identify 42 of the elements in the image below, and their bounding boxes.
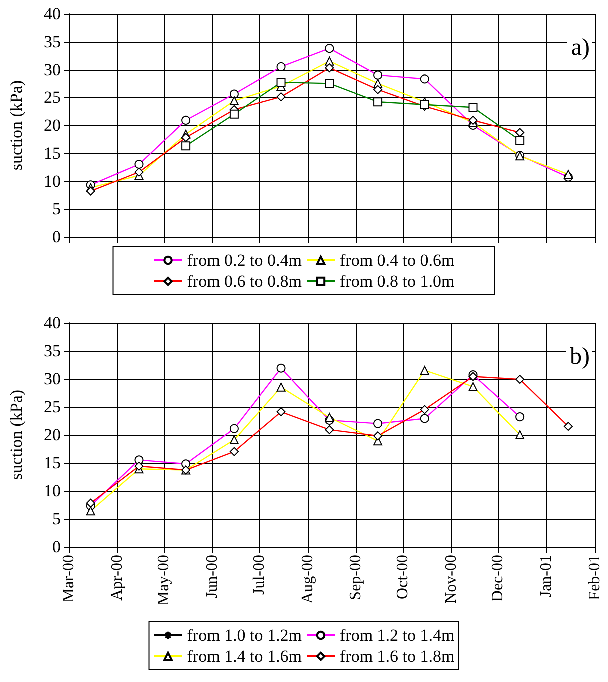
- x-tick-label: Jan-01: [538, 555, 556, 598]
- y-axis-title: suction (kPa): [7, 390, 26, 480]
- y-tick-label: 5: [52, 200, 61, 219]
- legend-label: from 0.2 to 0.4m: [187, 251, 302, 270]
- legend-label: from 0.8 to 1.0m: [340, 272, 455, 291]
- y-tick-label: 40: [44, 314, 61, 332]
- x-tick-label: Aug-00: [299, 555, 316, 604]
- legend-label: from 1.6 to 1.8m: [340, 647, 455, 666]
- y-tick-label: 15: [44, 144, 61, 163]
- x-tick-label: Sep-00: [348, 555, 365, 600]
- y-tick-label: 35: [44, 342, 61, 360]
- legend-label: from 1.4 to 1.6m: [187, 647, 302, 666]
- legend-label: from 0.4 to 0.6m: [340, 251, 455, 270]
- x-tick-label: Nov-00: [442, 555, 460, 604]
- legend-label: from 1.0 to 1.2m: [187, 626, 302, 645]
- y-tick-label: 10: [44, 482, 61, 500]
- y-tick-label: 20: [44, 426, 61, 444]
- y-tick-label: 15: [44, 454, 61, 472]
- y-tick-label: 0: [52, 538, 61, 556]
- x-tick-label: May-00: [156, 555, 173, 606]
- legend-label: from 0.6 to 0.8m: [187, 272, 302, 291]
- legend-label: from 1.2 to 1.4m: [340, 626, 455, 645]
- y-tick-label: 30: [44, 370, 61, 388]
- x-tick-label: Mar-00: [60, 555, 78, 603]
- x-tick-label: Feb-01: [586, 555, 604, 600]
- x-tick-label: Apr-00: [108, 555, 126, 601]
- y-tick-label: 0: [52, 228, 61, 246]
- y-tick-label: 20: [44, 116, 61, 135]
- y-tick-label: 25: [44, 398, 61, 416]
- y-tick-label: 30: [44, 60, 61, 80]
- annotation: a): [571, 35, 590, 61]
- y-tick-label: 25: [44, 88, 61, 108]
- annotation: b): [570, 344, 590, 370]
- y-tick-label: 40: [44, 4, 61, 24]
- y-axis-title: suction (kPa): [7, 80, 26, 171]
- y-tick-label: 10: [44, 172, 61, 191]
- x-tick-label: Jun-00: [204, 555, 222, 599]
- y-tick-label: 5: [52, 510, 61, 528]
- y-tick-label: 35: [44, 32, 61, 52]
- x-tick-label: Dec-00: [490, 555, 507, 602]
- x-tick-label: Jul-00: [250, 555, 268, 595]
- x-tick-label: Oct-00: [394, 555, 412, 600]
